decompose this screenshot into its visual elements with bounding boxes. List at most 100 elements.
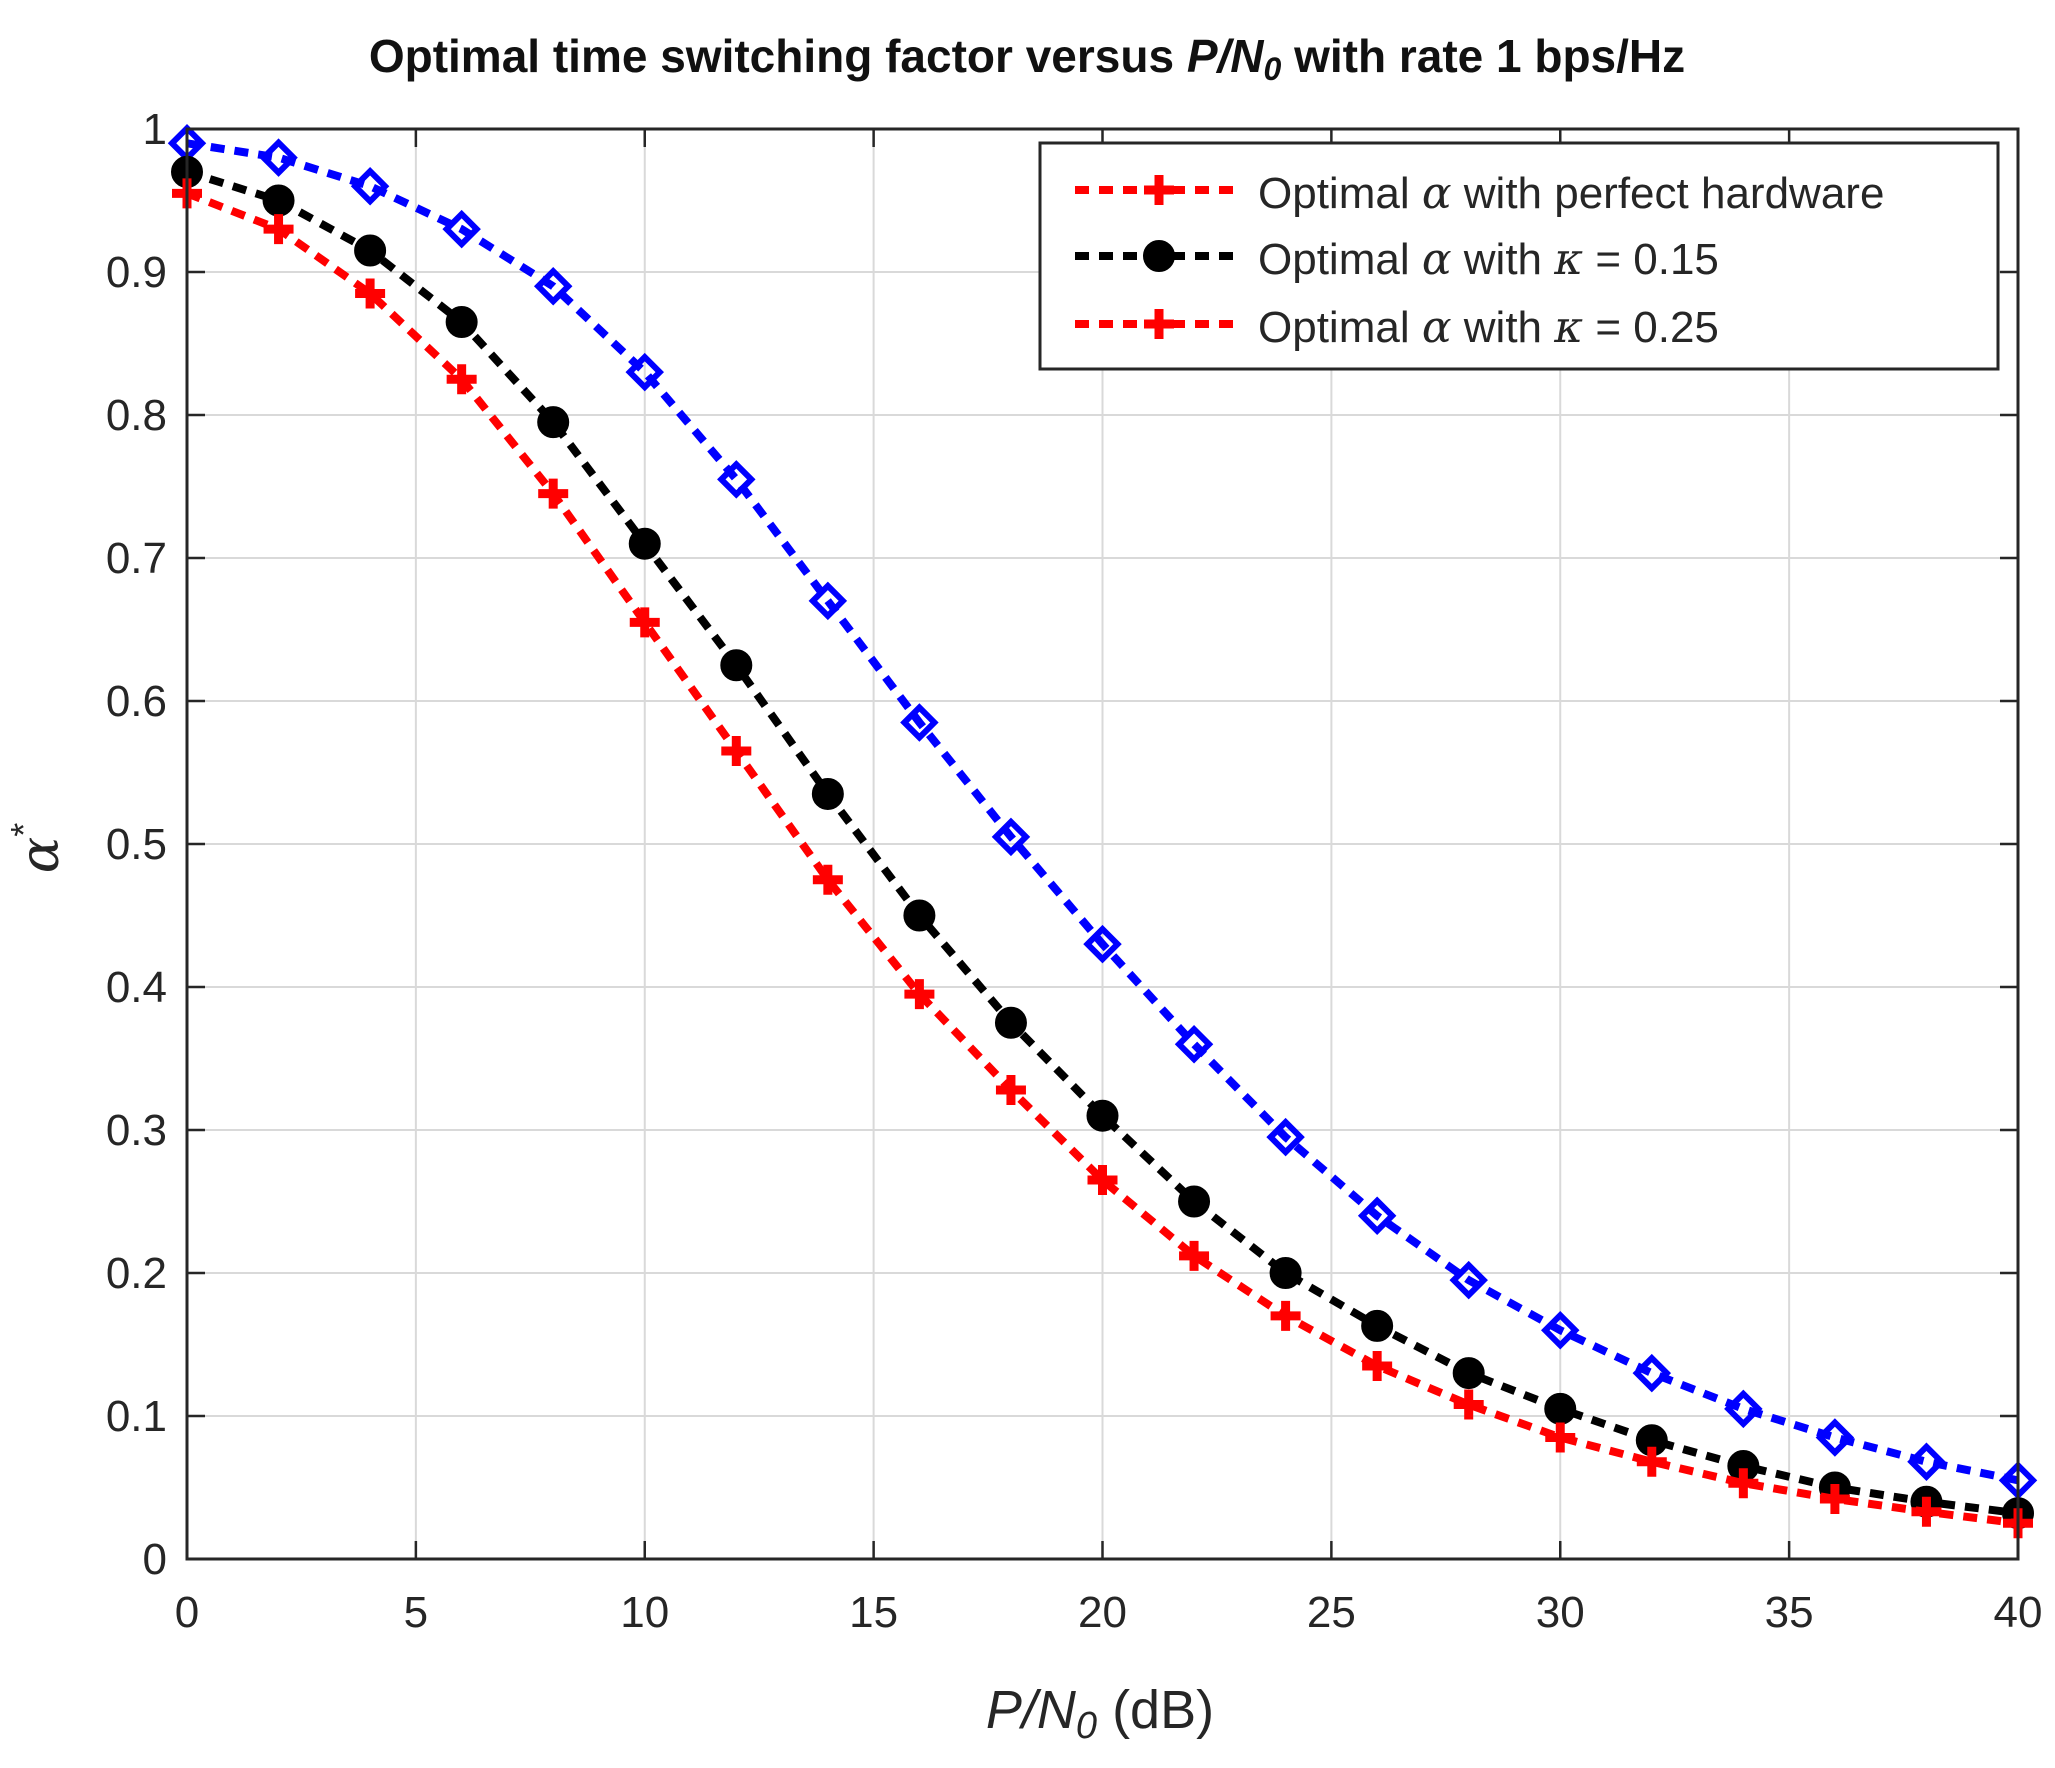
x-tick-label: 20 [1078,1588,1127,1637]
data-point-kappa015 [354,234,387,267]
chart-title-suffix: with rate 1 bps/Hz [1281,30,1685,82]
x-tick-label: 35 [1765,1588,1814,1637]
series-line-kappa025 [185,189,2019,1528]
chart-title-var: P/N [1187,30,1264,82]
legend-marker-perfect [1144,175,1174,205]
data-point-kappa025 [629,607,660,638]
x-tick-label: 10 [620,1588,669,1637]
x-tick-label: 15 [849,1588,898,1637]
y-axis-label: α* [3,823,71,873]
chart-title-sub: 0 [1264,51,1282,87]
x-tick-label: 5 [404,1588,428,1637]
data-point-perfect [1632,1353,1672,1393]
data-point-perfect [1724,1389,1763,1429]
data-point-perfect [900,703,939,742]
y-tick-label: 0 [143,1535,167,1584]
series-kappa025 [172,178,2033,1539]
legend-marker-kappa015 [1143,240,1175,272]
data-point-perfect [808,581,848,621]
y-tick-label: 0.1 [106,1392,167,1441]
data-point-perfect [717,460,756,499]
x-tick-label: 30 [1536,1588,1585,1637]
chart-title: Optimal time switching factor versus P/N… [369,30,1685,87]
data-point-kappa015 [1086,1099,1119,1132]
data-point-kappa025 [1819,1483,1850,1514]
legend-entry-kappa025: Optimal α with κ = 0.25 [1258,302,1719,353]
data-point-perfect [259,138,298,177]
data-point-kappa025 [355,278,386,309]
data-point-kappa025 [1270,1300,1301,1331]
x-tick-label: 0 [175,1588,199,1637]
data-point-kappa025 [538,478,569,509]
data-point-kappa025 [995,1074,1026,1105]
y-tick-label: 0.8 [106,391,167,440]
data-point-kappa015 [1269,1257,1302,1289]
data-point-kappa025 [1453,1389,1484,1420]
data-point-kappa025 [1362,1350,1393,1381]
y-tick-label: 1 [143,105,167,154]
x-axis-label-unit: (dB) [1097,1680,1214,1740]
data-point-kappa015 [720,649,753,682]
data-point-perfect [1541,1310,1580,1350]
tick-labels: 0 5 10 15 20 25 30 35 40 0 0.1 0.2 0.3 0.4 0.5 0.6 0.7 0.… [106,105,2043,1637]
data-point-kappa015 [262,184,295,217]
x-axis-label-sub: 0 [1076,1705,1097,1747]
y-tick-label: 0.9 [106,248,167,297]
data-point-perfect [1357,1196,1397,1236]
data-point-kappa015 [445,306,478,339]
data-point-perfect [1449,1260,1488,1300]
data-point-kappa025 [1545,1422,1576,1453]
x-axis-label: P/N0 (dB) [986,1680,1214,1747]
series-layer [167,124,2038,1539]
data-point-perfect [1266,1117,1305,1157]
data-point-kappa015 [994,1006,1027,1039]
y-axis-label-sup: * [3,823,44,837]
data-point-kappa025 [904,979,935,1010]
data-point-perfect [625,352,664,392]
data-point-kappa025 [1728,1468,1759,1499]
chart-title-prefix: Optimal time switching factor versus [369,30,1187,82]
y-tick-label: 0.4 [106,963,167,1012]
data-point-kappa015 [1178,1185,1211,1218]
data-point-kappa025 [1636,1446,1667,1477]
y-axis-label-main: α [8,837,71,873]
data-point-perfect [442,209,481,249]
data-point-perfect [1083,924,1122,964]
legend-entry-perfect: Optimal α with perfect hardware [1258,168,1884,219]
data-point-perfect [1907,1442,1946,1482]
data-point-perfect [1174,1024,1214,1064]
data-point-perfect [533,267,573,306]
data-point-kappa025 [1911,1496,1942,1527]
data-point-kappa015 [628,527,661,560]
data-point-kappa025 [1087,1165,1118,1196]
data-point-kappa015 [1452,1357,1485,1390]
data-point-perfect [1815,1418,1855,1457]
data-point-kappa015 [1361,1309,1394,1342]
x-tick-label: 25 [1307,1588,1356,1637]
legend-samples [1075,175,1243,339]
data-point-kappa015 [811,777,844,810]
series-perfect [167,124,2038,1500]
x-axis-label-var: P/N [986,1680,1077,1740]
data-point-kappa025 [721,736,752,767]
y-tick-label: 0.2 [106,1249,167,1298]
data-point-kappa015 [537,406,570,439]
data-point-kappa015 [1544,1392,1577,1425]
y-tick-label: 0.5 [106,820,167,869]
data-point-kappa015 [903,899,936,932]
legend-marker-kappa025 [1144,309,1174,339]
legend: Optimal α with perfect hardware Optimal … [1038,141,2000,371]
data-point-kappa025 [446,364,477,395]
tick-marks [185,127,2020,1561]
legend-entry-kappa015: Optimal α with κ = 0.15 [1258,234,1719,285]
data-point-kappa025 [812,864,843,895]
data-point-perfect [991,817,1031,857]
x-tick-label: 40 [1994,1588,2043,1637]
series-line-perfect [186,139,2019,1485]
y-tick-label: 0.7 [106,534,167,583]
data-point-kappa025 [1179,1240,1210,1271]
series-line-kappa015 [185,168,2019,1518]
y-tick-label: 0.6 [106,677,167,726]
y-tick-label: 0.3 [106,1106,167,1155]
